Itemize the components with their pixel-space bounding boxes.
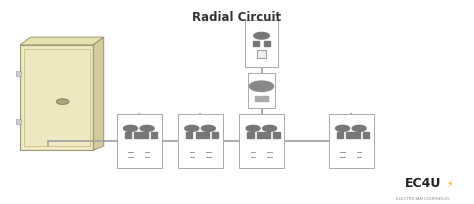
Bar	[125, 133, 131, 138]
Polygon shape	[20, 38, 104, 46]
Bar	[203, 133, 209, 138]
Bar	[151, 133, 157, 138]
Bar	[212, 133, 219, 138]
Bar	[363, 133, 369, 138]
FancyBboxPatch shape	[117, 114, 162, 169]
Bar	[196, 133, 202, 138]
Circle shape	[352, 126, 366, 132]
Text: EC4U: EC4U	[405, 176, 441, 189]
Bar	[16, 71, 21, 76]
Text: ELECTRICIAN COURSES.IO: ELECTRICIAN COURSES.IO	[396, 196, 450, 200]
Polygon shape	[93, 38, 104, 150]
Circle shape	[249, 82, 273, 92]
Bar	[253, 42, 259, 47]
Bar	[186, 133, 192, 138]
Text: Radial Circuit: Radial Circuit	[192, 11, 282, 24]
Circle shape	[336, 126, 350, 132]
Circle shape	[140, 126, 154, 132]
Circle shape	[124, 126, 137, 132]
FancyBboxPatch shape	[239, 114, 284, 169]
Circle shape	[201, 126, 215, 132]
Text: ⚡: ⚡	[447, 177, 454, 187]
Bar	[264, 133, 270, 138]
Bar	[257, 133, 263, 138]
Bar	[337, 133, 343, 138]
Circle shape	[185, 126, 199, 132]
FancyBboxPatch shape	[20, 46, 93, 150]
Bar	[255, 97, 267, 102]
Bar	[264, 42, 270, 47]
Circle shape	[254, 33, 269, 40]
FancyBboxPatch shape	[248, 74, 275, 108]
Circle shape	[56, 100, 69, 105]
Bar	[134, 133, 141, 138]
Circle shape	[263, 126, 277, 132]
Bar	[257, 51, 266, 58]
Bar	[346, 133, 353, 138]
Bar	[24, 50, 90, 146]
Circle shape	[246, 126, 260, 132]
Bar	[247, 133, 254, 138]
Bar	[273, 133, 280, 138]
Bar	[16, 119, 21, 125]
Bar	[141, 133, 148, 138]
FancyBboxPatch shape	[329, 114, 374, 169]
FancyBboxPatch shape	[178, 114, 223, 169]
FancyBboxPatch shape	[245, 20, 278, 68]
Bar	[354, 133, 360, 138]
